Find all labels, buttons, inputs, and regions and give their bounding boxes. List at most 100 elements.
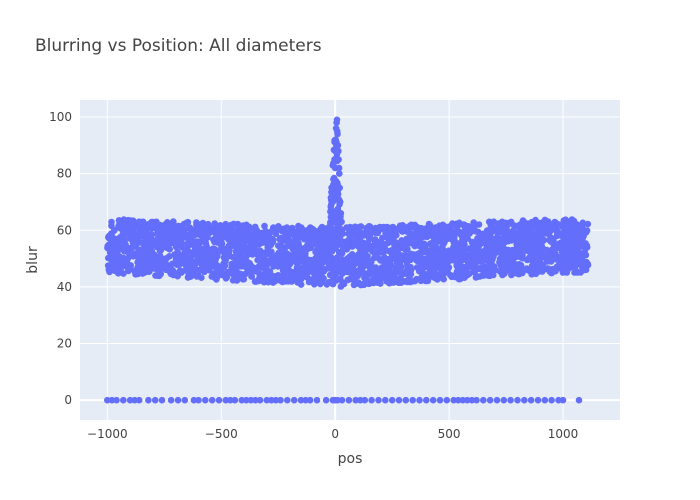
scatter-point xyxy=(297,396,305,404)
scatter-point xyxy=(236,244,243,252)
scatter-point xyxy=(183,234,190,241)
scatter-point xyxy=(172,224,180,232)
scatter-point xyxy=(284,226,292,233)
scatter-point xyxy=(582,266,590,274)
scatter-point xyxy=(293,275,301,283)
scatter-point xyxy=(215,396,223,404)
scatter-point xyxy=(524,266,532,274)
scatter-point xyxy=(439,221,447,229)
scatter-point xyxy=(224,268,232,276)
scatter-point xyxy=(420,257,428,264)
scatter-point xyxy=(337,232,344,239)
scatter-point xyxy=(468,396,476,404)
scatter-point xyxy=(496,258,503,266)
scatter-point xyxy=(308,267,315,275)
scatter-point xyxy=(322,396,330,404)
scatter-point xyxy=(336,184,344,192)
scatter-point xyxy=(527,396,535,404)
scatter-point xyxy=(190,396,198,404)
scatter-point xyxy=(261,239,268,246)
scatter-point xyxy=(493,396,501,404)
scatter-point xyxy=(429,268,437,276)
scatter-point xyxy=(536,219,543,227)
scatter-point xyxy=(156,261,164,269)
scatter-point xyxy=(457,275,464,283)
scatter-point xyxy=(565,263,573,271)
scatter-point xyxy=(347,255,355,263)
scatter-point xyxy=(399,222,407,229)
scatter-point xyxy=(440,232,448,239)
scatter-point xyxy=(204,234,211,241)
scatter-point xyxy=(455,251,463,258)
y-tick-label: 0 xyxy=(64,393,72,407)
scatter-point xyxy=(473,228,480,235)
scatter-point xyxy=(371,237,379,244)
scatter-point xyxy=(489,236,496,244)
scatter-point xyxy=(338,250,345,257)
scatter-point xyxy=(500,396,508,404)
scatter-point xyxy=(147,243,155,251)
scatter-point xyxy=(498,235,505,243)
scatter-point xyxy=(423,396,430,404)
scatter-point xyxy=(407,224,415,231)
scatter-point xyxy=(499,246,507,253)
scatter-point xyxy=(551,248,558,256)
scatter-point xyxy=(395,396,403,404)
scatter-point xyxy=(567,248,575,256)
scatter-point xyxy=(481,263,489,271)
scatter-point xyxy=(181,396,189,404)
scatter-point xyxy=(295,222,302,230)
scatter-point xyxy=(456,270,464,278)
scatter-point xyxy=(274,224,282,232)
scatter-point xyxy=(303,246,311,253)
scatter-point xyxy=(420,233,427,240)
scatter-point xyxy=(158,396,166,404)
scatter-point xyxy=(366,232,374,239)
scatter-point xyxy=(252,235,260,242)
scatter-point xyxy=(360,256,367,263)
scatter-point xyxy=(466,229,473,237)
scatter-point xyxy=(248,262,255,270)
y-tick-label: 40 xyxy=(57,280,72,294)
scatter-point xyxy=(416,396,423,404)
scatter-point xyxy=(557,257,564,265)
scatter-point xyxy=(255,241,263,248)
scatter-point xyxy=(260,271,267,279)
scatter-point xyxy=(543,254,551,262)
scatter-point xyxy=(180,228,187,236)
scatter-point xyxy=(459,238,467,245)
scatter-point xyxy=(205,246,212,253)
scatter-point xyxy=(517,229,524,237)
scatter-point xyxy=(506,236,513,243)
scatter-point xyxy=(126,396,134,404)
scatter-point xyxy=(524,220,532,227)
x-tick-label: −1000 xyxy=(87,427,128,441)
scatter-point xyxy=(205,261,213,268)
scatter-point xyxy=(223,250,231,257)
scatter-point xyxy=(120,216,128,223)
scatter-point xyxy=(183,266,191,274)
scatter-point xyxy=(483,271,490,279)
scatter-point xyxy=(498,228,506,235)
scatter-point xyxy=(581,259,588,266)
scatter-point xyxy=(295,242,302,250)
scatter-point xyxy=(584,220,592,228)
scatter-point xyxy=(181,261,189,268)
scatter-point xyxy=(433,274,441,281)
scatter-point xyxy=(277,396,284,404)
scatter-point xyxy=(519,217,527,225)
scatter-point xyxy=(174,396,182,404)
scatter-point xyxy=(335,147,342,155)
scatter-point xyxy=(514,396,521,404)
scatter-point xyxy=(378,247,386,254)
scatter-point xyxy=(475,256,482,264)
scatter-point xyxy=(242,253,250,261)
scatter-point xyxy=(140,249,147,256)
scatter-point xyxy=(183,254,191,262)
scatter-point xyxy=(507,266,514,273)
scatter-point xyxy=(184,274,192,281)
scatter-point xyxy=(239,222,247,229)
scatter-point xyxy=(172,230,179,237)
scatter-point xyxy=(262,227,270,235)
scatter-point xyxy=(541,396,549,404)
